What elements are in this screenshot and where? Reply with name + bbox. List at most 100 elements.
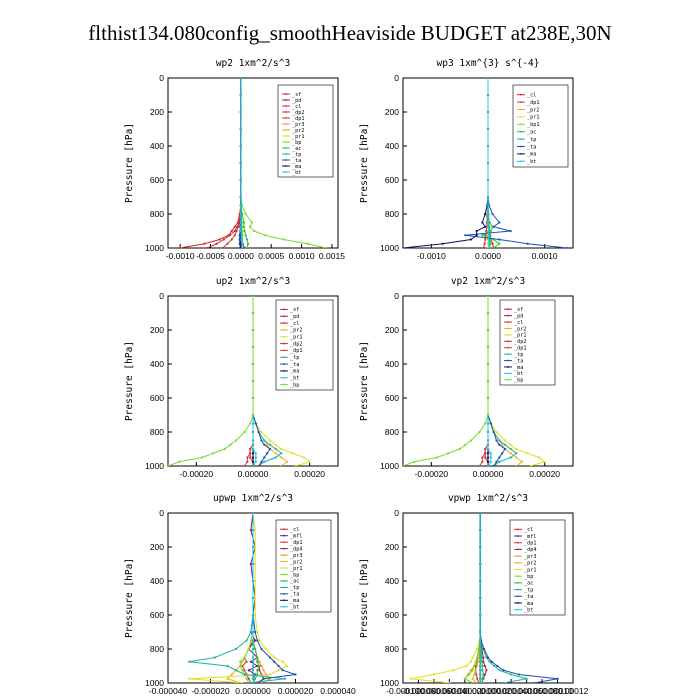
series-point_bt (251, 443, 255, 446)
series-point_ac (245, 246, 249, 248)
y-tick-label: 200 (385, 107, 399, 117)
series-line_dp1 (244, 296, 254, 466)
series-point_bt (486, 204, 490, 207)
series-point_ta (257, 464, 260, 466)
series-point_pr1 (448, 681, 451, 683)
panel-title: upwp 1xm^2/s^3 (213, 493, 293, 504)
legend-label_cl: _cl (290, 527, 299, 533)
series-point_bt (254, 456, 257, 459)
x-tick-label: -0.00004 (433, 686, 467, 696)
x-tick-label: 0.00008 (527, 686, 558, 696)
legend-marker_cl (283, 322, 285, 324)
series-point_bp (471, 669, 474, 672)
series-point_pr2 (280, 456, 283, 459)
series-point_dp4 (485, 669, 488, 672)
series-point_pr2 (520, 460, 524, 463)
series-point_ma (484, 225, 487, 228)
series-point_pr2 (280, 464, 283, 466)
series-line_ma (403, 78, 489, 248)
series-point_cl (491, 242, 494, 245)
series-point_bt (251, 545, 255, 549)
series-point_bt (479, 630, 482, 634)
legend-label_ac: _ac (527, 130, 536, 136)
y-tick-label: 0 (159, 73, 164, 83)
legend-marker_cl (285, 105, 287, 107)
series-point_pr2 (476, 664, 479, 668)
series-point_ta (254, 422, 257, 425)
series-point_bp (168, 464, 170, 466)
legend-marker_cl (520, 93, 522, 96)
legend-marker_ma (283, 370, 285, 372)
series-point_ac (256, 669, 259, 672)
series-point_ac (245, 238, 249, 241)
legend-label_bp: _bp (514, 378, 523, 384)
series-point_ma (486, 460, 490, 463)
y-tick-label: 200 (385, 325, 399, 335)
series-point_pr2 (266, 443, 269, 446)
legend-label_dp1: _dp1 (527, 100, 540, 106)
legend-label_pr2: _pr2 (290, 328, 303, 334)
x-tick-label: -0.0005 (196, 251, 225, 261)
legend-marker_pr2 (520, 108, 522, 111)
series-point_pr1 (254, 579, 257, 583)
legend-label_cl: _cl (527, 93, 536, 99)
series-point_pr1 (256, 630, 259, 634)
series-point_pr1 (264, 647, 267, 651)
series-point_ma (486, 456, 490, 459)
series-point_bp (474, 660, 477, 663)
panel-title: up2 1xm^2/s^3 (216, 276, 290, 287)
series-point_pr1 (465, 664, 468, 668)
series-point_dp1 (249, 452, 252, 455)
series-point_bp (468, 673, 471, 676)
y-tick-label: 400 (150, 359, 164, 369)
series-point_bp (234, 439, 238, 442)
series-point_pr1 (280, 447, 283, 451)
series-point_bp (243, 656, 246, 659)
series-point_bp (484, 422, 487, 425)
series-point_bp (486, 296, 490, 298)
series-point_dp1 (235, 229, 238, 233)
legend-label_dp2: _dp2 (514, 339, 527, 345)
series-point_pr2 (472, 673, 476, 676)
legend-label_ta: _ta (290, 592, 299, 598)
series-point_bp (403, 464, 405, 466)
legend-marker_dp1 (283, 541, 285, 544)
series-point_bt (479, 639, 482, 642)
series-point_ta (263, 456, 266, 459)
series-point_bt (251, 656, 255, 659)
series-point_mfl (256, 664, 259, 668)
series-point_ta (260, 439, 263, 442)
series-point_bp (469, 439, 473, 442)
legend-marker_ta (285, 159, 287, 161)
x-tick-label: 0.0010 (289, 251, 315, 261)
y-tick-label: 800 (150, 644, 164, 654)
series-point_bt (479, 677, 482, 680)
legend-label_pr2: _pr2 (514, 326, 527, 332)
series-point_bp (471, 681, 474, 683)
series-point_tp (515, 452, 518, 455)
series-point_ta (256, 639, 259, 642)
series-point_ma (475, 229, 478, 233)
x-tick-label: 0.0010 (532, 251, 558, 261)
series-point_cl (179, 246, 182, 248)
legend-box (512, 84, 569, 168)
series-point_bt (251, 596, 255, 600)
legend-label_ta: _ta (514, 358, 523, 364)
panel-4: vp2 1xm^2/s^3 Pressure [hPa] 0 200 400 600 800… (359, 276, 574, 479)
series-point_dp1 (476, 677, 479, 680)
series-point_bp (251, 328, 255, 332)
series-point_pr1 (291, 452, 294, 455)
series-point_pr1 (254, 562, 257, 566)
series-point_bt (251, 528, 255, 532)
legend-marker_bt (283, 605, 285, 608)
legend-label_dp1: _dp1 (524, 541, 537, 547)
series-point_tp (234, 669, 238, 672)
series-point_tp (226, 664, 229, 668)
series-point_mfl (249, 660, 252, 663)
legend: _cl_dp1_pr2 _pr1_bp1 _ac_tp_ta _ma_bt (512, 84, 569, 168)
legend-label_cl: _cl (290, 321, 299, 327)
legend-label_dp2: _dp2 (292, 110, 305, 116)
series-point_dp1 (246, 460, 249, 463)
series-point_tp (509, 447, 512, 451)
legend-marker_ta (507, 359, 509, 362)
